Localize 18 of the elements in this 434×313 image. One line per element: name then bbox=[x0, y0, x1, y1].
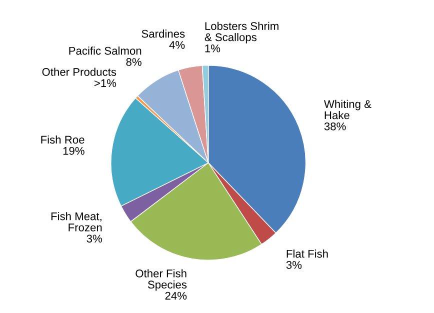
data-label: 8% bbox=[126, 58, 142, 66]
slice-label: Whiting & Hake bbox=[324, 100, 372, 120]
slice-label: Fish Roe bbox=[41, 135, 84, 144]
data-label: 38% bbox=[324, 122, 346, 130]
data-label: 24% bbox=[165, 292, 187, 300]
slice-label: Other Fish Species bbox=[136, 269, 187, 291]
data-label: 3% bbox=[86, 234, 102, 243]
data-label: 3% bbox=[286, 260, 302, 269]
slice-label: Pacific Salmon bbox=[69, 46, 142, 55]
slice-label: Flat Fish bbox=[286, 250, 328, 258]
slice-label: Other Products bbox=[42, 68, 116, 76]
slice-label: Lobsters Shrim & Scallops bbox=[204, 22, 278, 44]
data-label: 4% bbox=[169, 41, 185, 49]
data-label: >1% bbox=[94, 79, 116, 88]
data-label: 1% bbox=[205, 44, 220, 52]
data-label: 19% bbox=[63, 146, 84, 155]
slice-label: Fish Meat, Frozen bbox=[51, 212, 102, 232]
slice-label: Sardines bbox=[142, 30, 185, 38]
